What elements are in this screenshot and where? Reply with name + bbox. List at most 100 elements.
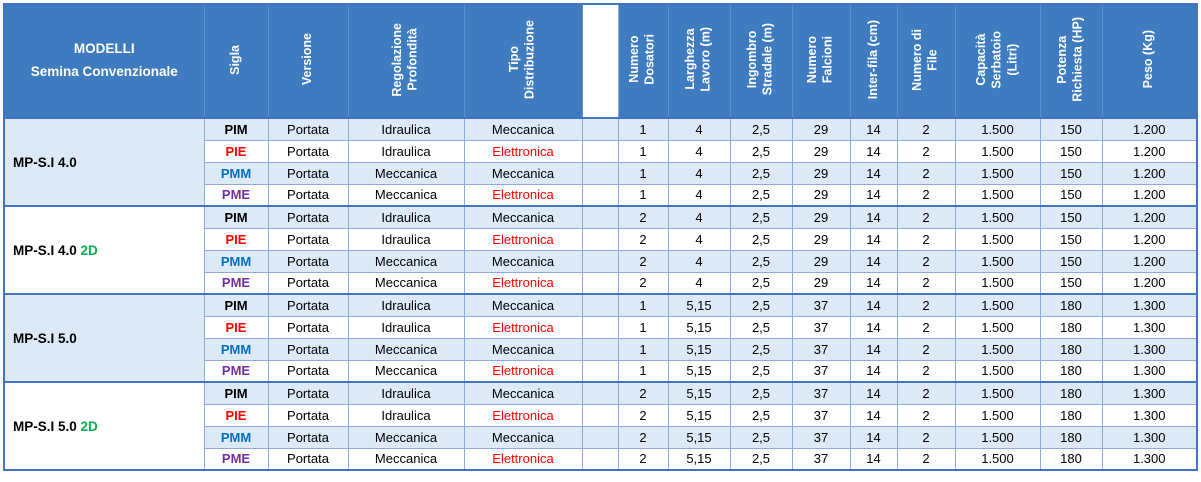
spacer-cell xyxy=(581,425,619,449)
spacer-cell xyxy=(581,293,619,317)
col-header-numero-falcioni: Numero Falcioni xyxy=(791,3,851,119)
model-name: MP-S.I 4.0 xyxy=(13,242,77,258)
col-header-tipo-distribuzione: Tipo Distribuzione xyxy=(463,3,583,119)
versione-cell: Portata xyxy=(267,205,349,229)
inter-fila-cell: 14 xyxy=(849,227,898,251)
spacer-cell xyxy=(581,403,619,427)
capacita-serbatoio-cell: 1.500 xyxy=(954,271,1041,295)
peso-cell: 1.300 xyxy=(1101,403,1198,427)
peso-cell: 1.300 xyxy=(1101,293,1198,317)
regolazione-profondita-cell: Meccanica xyxy=(347,337,465,361)
larghezza-lavoro-cell: 4 xyxy=(667,205,731,229)
spacer-cell xyxy=(581,227,619,251)
col-header-file-label: Numero di File xyxy=(910,28,940,91)
spacer-cell xyxy=(581,249,619,273)
potenza-richiesta-cell: 150 xyxy=(1039,249,1103,273)
larghezza-lavoro-cell: 5,15 xyxy=(667,337,731,361)
tipo-distribuzione-cell: Meccanica xyxy=(463,161,583,185)
numero-di-file-cell: 2 xyxy=(896,183,956,207)
regolazione-profondita-cell: Idraulica xyxy=(347,293,465,317)
tipo-distribuzione-cell: Meccanica xyxy=(463,337,583,361)
capacita-serbatoio-cell: 1.500 xyxy=(954,249,1041,273)
regolazione-profondita-cell: Meccanica xyxy=(347,447,465,471)
numero-falcioni-cell: 37 xyxy=(791,293,851,317)
sigla-cell: PMM xyxy=(203,337,269,361)
numero-dosatori-cell: 2 xyxy=(617,227,669,251)
potenza-richiesta-cell: 180 xyxy=(1039,293,1103,317)
sigla-cell: PME xyxy=(203,271,269,295)
ingombro-stradale-cell: 2,5 xyxy=(729,249,793,273)
sigla-cell: PMM xyxy=(203,161,269,185)
spacer-cell xyxy=(581,315,619,339)
numero-di-file-cell: 2 xyxy=(896,315,956,339)
numero-di-file-cell: 2 xyxy=(896,161,956,185)
regolazione-profondita-cell: Idraulica xyxy=(347,117,465,141)
spacer-cell xyxy=(581,205,619,229)
numero-di-file-cell: 2 xyxy=(896,425,956,449)
table-row: PMM Portata Meccanica Meccanica 1 4 2,5 29 14 2 1.… xyxy=(4,161,1198,185)
ingombro-stradale-cell: 2,5 xyxy=(729,161,793,185)
table-body: MP-S.I 4.0 PIM Portata Idraulica Meccanica 1 4… xyxy=(3,117,1198,471)
numero-di-file-cell: 2 xyxy=(896,227,956,251)
regolazione-profondita-cell: Meccanica xyxy=(347,271,465,295)
capacita-serbatoio-cell: 1.500 xyxy=(954,139,1041,163)
models-subtitle: Semina Convenzionale xyxy=(30,64,178,79)
ingombro-stradale-cell: 2,5 xyxy=(729,117,793,141)
inter-fila-cell: 14 xyxy=(849,337,898,361)
numero-di-file-cell: 2 xyxy=(896,337,956,361)
numero-di-file-cell: 2 xyxy=(896,359,956,383)
numero-dosatori-cell: 2 xyxy=(617,205,669,229)
peso-cell: 1.200 xyxy=(1101,249,1198,273)
capacita-serbatoio-cell: 1.500 xyxy=(954,403,1041,427)
inter-fila-cell: 14 xyxy=(849,425,898,449)
numero-dosatori-cell: 1 xyxy=(617,183,669,207)
peso-cell: 1.200 xyxy=(1101,183,1198,207)
spacer-column-header xyxy=(581,3,619,119)
table-row: MP-S.I 5.0 PIM Portata Idraulica Meccanica 1 5… xyxy=(3,293,1198,383)
col-header-dosatori-label: Numero Dosatori xyxy=(627,34,657,85)
tipo-distribuzione-cell: Elettronica xyxy=(463,359,583,383)
col-header-peso: Peso (Kg) xyxy=(1101,3,1198,119)
col-header-potenza-richiesta: Potenza Richiesta (HP) xyxy=(1039,3,1103,119)
model-name-cell: MP-S.I 4.0 xyxy=(3,117,205,207)
spacer-cell xyxy=(581,447,619,471)
tipo-distribuzione-cell: Elettronica xyxy=(463,139,583,163)
numero-di-file-cell: 2 xyxy=(896,403,956,427)
tipo-distribuzione-cell: Meccanica xyxy=(463,293,583,317)
numero-dosatori-cell: 2 xyxy=(617,381,669,405)
sigla-cell: PIE xyxy=(203,139,269,163)
ingombro-stradale-cell: 2,5 xyxy=(729,183,793,207)
numero-dosatori-cell: 2 xyxy=(617,249,669,273)
numero-di-file-cell: 2 xyxy=(896,381,956,405)
sigla-cell: PMM xyxy=(203,425,269,449)
numero-dosatori-cell: 1 xyxy=(617,337,669,361)
numero-dosatori-cell: 1 xyxy=(617,139,669,163)
col-header-potenza-label: Potenza Richiesta (HP) xyxy=(1055,17,1085,102)
numero-falcioni-cell: 37 xyxy=(791,381,851,405)
inter-fila-cell: 14 xyxy=(849,293,898,317)
potenza-richiesta-cell: 180 xyxy=(1039,447,1103,471)
peso-cell: 1.200 xyxy=(1101,139,1198,163)
numero-falcioni-cell: 29 xyxy=(791,117,851,141)
peso-cell: 1.300 xyxy=(1101,315,1198,339)
spacer-cell xyxy=(581,337,619,361)
versione-cell: Portata xyxy=(267,161,349,185)
ingombro-stradale-cell: 2,5 xyxy=(729,205,793,229)
versione-cell: Portata xyxy=(267,337,349,361)
potenza-richiesta-cell: 150 xyxy=(1039,161,1103,185)
versione-cell: Portata xyxy=(267,249,349,273)
numero-di-file-cell: 2 xyxy=(896,139,956,163)
inter-fila-cell: 14 xyxy=(849,139,898,163)
numero-falcioni-cell: 37 xyxy=(791,315,851,339)
numero-dosatori-cell: 2 xyxy=(617,425,669,449)
versione-cell: Portata xyxy=(267,447,349,471)
tipo-distribuzione-cell: Meccanica xyxy=(463,425,583,449)
potenza-richiesta-cell: 150 xyxy=(1039,227,1103,251)
potenza-richiesta-cell: 180 xyxy=(1039,425,1103,449)
col-header-sigla: Sigla xyxy=(203,3,269,119)
potenza-richiesta-cell: 180 xyxy=(1039,337,1103,361)
versione-cell: Portata xyxy=(267,315,349,339)
inter-fila-cell: 14 xyxy=(849,315,898,339)
table-row: PME Portata Meccanica Elettronica 1 4 2,5 29 14 2… xyxy=(4,183,1198,207)
model-suffix: 2D xyxy=(76,418,98,434)
